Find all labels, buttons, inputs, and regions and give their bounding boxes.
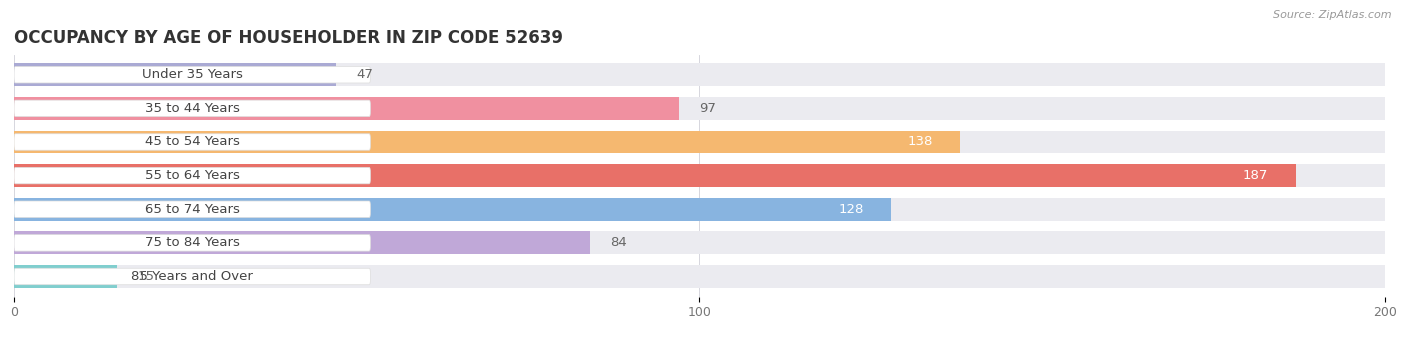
Bar xyxy=(14,232,591,254)
Text: Under 35 Years: Under 35 Years xyxy=(142,68,243,81)
Bar xyxy=(14,97,679,120)
FancyBboxPatch shape xyxy=(14,134,371,150)
Bar xyxy=(14,97,1385,120)
FancyBboxPatch shape xyxy=(14,100,371,117)
Bar xyxy=(14,131,1385,153)
Bar xyxy=(14,164,1385,187)
Bar xyxy=(14,164,1296,187)
Bar xyxy=(14,232,1385,254)
Bar xyxy=(14,131,960,153)
Text: 35 to 44 Years: 35 to 44 Years xyxy=(145,102,239,115)
Text: Source: ZipAtlas.com: Source: ZipAtlas.com xyxy=(1274,10,1392,20)
Bar xyxy=(14,198,891,221)
Text: 65 to 74 Years: 65 to 74 Years xyxy=(145,203,239,216)
Text: 47: 47 xyxy=(357,68,374,81)
FancyBboxPatch shape xyxy=(14,235,371,251)
Bar xyxy=(14,63,1385,86)
Bar xyxy=(14,265,1385,288)
Bar xyxy=(14,63,336,86)
Text: 85 Years and Over: 85 Years and Over xyxy=(131,270,253,283)
Text: 84: 84 xyxy=(610,236,627,249)
Text: 55 to 64 Years: 55 to 64 Years xyxy=(145,169,239,182)
FancyBboxPatch shape xyxy=(14,167,371,184)
Text: 45 to 54 Years: 45 to 54 Years xyxy=(145,135,239,148)
FancyBboxPatch shape xyxy=(14,66,371,83)
Text: 75 to 84 Years: 75 to 84 Years xyxy=(145,236,239,249)
Text: OCCUPANCY BY AGE OF HOUSEHOLDER IN ZIP CODE 52639: OCCUPANCY BY AGE OF HOUSEHOLDER IN ZIP C… xyxy=(14,29,562,47)
FancyBboxPatch shape xyxy=(14,268,371,285)
Text: 15: 15 xyxy=(138,270,155,283)
Text: 97: 97 xyxy=(700,102,717,115)
FancyBboxPatch shape xyxy=(14,201,371,218)
Text: 138: 138 xyxy=(907,135,932,148)
Bar xyxy=(14,198,1385,221)
Bar xyxy=(14,265,117,288)
Text: 128: 128 xyxy=(838,203,863,216)
Text: 187: 187 xyxy=(1243,169,1268,182)
